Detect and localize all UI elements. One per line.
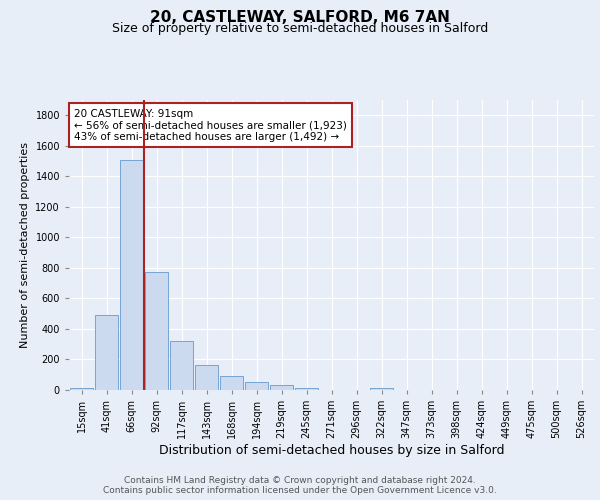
Bar [170, 341, 193, 390]
Bar [195, 365, 218, 390]
Text: Size of property relative to semi-detached houses in Salford: Size of property relative to semi-detach… [112, 22, 488, 35]
Bar [145, 272, 168, 390]
X-axis label: Distribution of semi-detached houses by size in Salford: Distribution of semi-detached houses by … [159, 444, 504, 457]
Bar [220, 376, 243, 390]
Text: 20 CASTLEWAY: 91sqm
← 56% of semi-detached houses are smaller (1,923)
43% of sem: 20 CASTLEWAY: 91sqm ← 56% of semi-detach… [74, 108, 347, 142]
Text: Contains HM Land Registry data © Crown copyright and database right 2024.
Contai: Contains HM Land Registry data © Crown c… [103, 476, 497, 495]
Bar [270, 386, 293, 390]
Bar [245, 382, 268, 390]
Bar [70, 388, 93, 390]
Y-axis label: Number of semi-detached properties: Number of semi-detached properties [20, 142, 30, 348]
Bar [295, 388, 318, 390]
Text: 20, CASTLEWAY, SALFORD, M6 7AN: 20, CASTLEWAY, SALFORD, M6 7AN [150, 10, 450, 25]
Bar [95, 315, 118, 390]
Bar [370, 388, 393, 390]
Bar [120, 160, 143, 390]
